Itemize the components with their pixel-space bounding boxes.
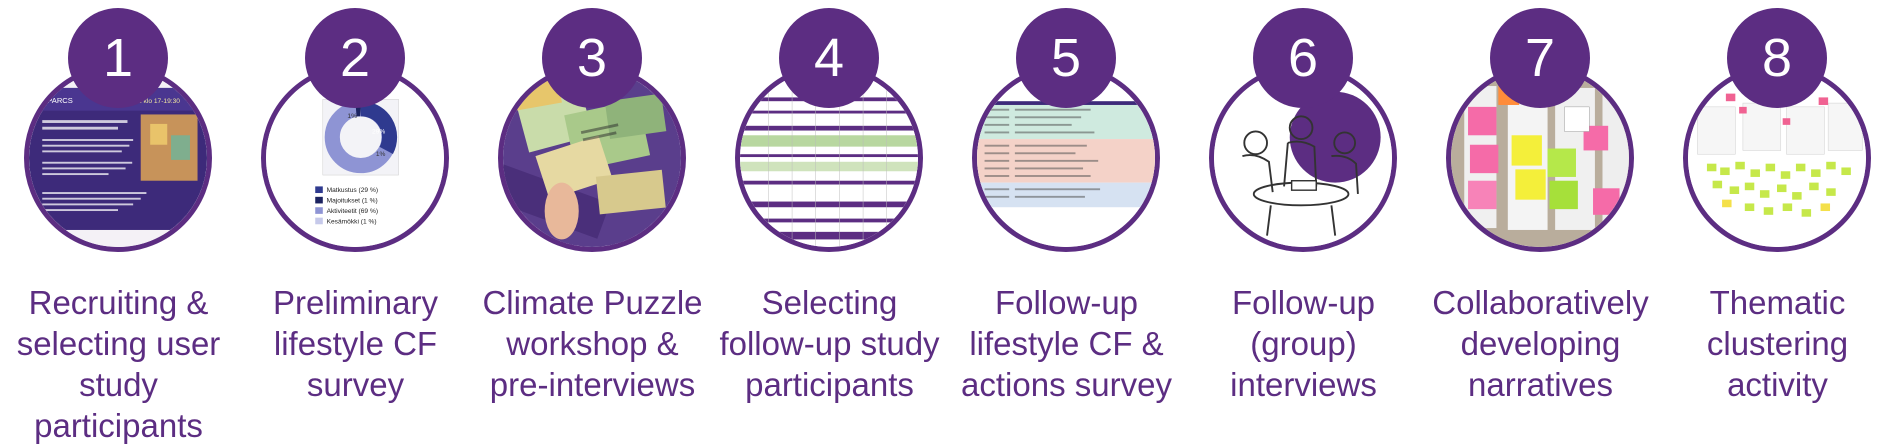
climate-puzzle-cards-image	[503, 69, 681, 247]
step-7: 7 Collaboratively developing narratives	[1422, 0, 1659, 415]
legend-item-4: Kesämökki (1 %)	[327, 218, 377, 225]
step-8-caption: Thematic clustering activity	[1706, 284, 1849, 403]
flyer-logo-text: SPARCS	[42, 96, 73, 105]
step-7-number-badge: 7	[1490, 8, 1590, 108]
step-6-number-badge: 6	[1253, 8, 1353, 108]
step-4-number-badge: 4	[779, 8, 879, 108]
group-interview-illustration	[1214, 69, 1392, 247]
step-3: 3 Climate Puzzle workshop & pre-intervie…	[474, 0, 711, 415]
legend-item-2: Majoitukset (1 %)	[327, 198, 378, 205]
legend-item-3: Aktiviteetit (69 %)	[327, 208, 378, 215]
step-8: 8 Thematic clustering activity	[1659, 0, 1896, 415]
legend-item-1: Matkustus (29 %)	[327, 187, 378, 194]
survey-results-table-image	[977, 69, 1155, 247]
step-1: SPARCS 5.10.2021 klo 17-19:30 1 Recruiti…	[0, 0, 237, 444]
step-4-caption: Selecting follow-up study participants	[719, 284, 940, 403]
step-6-caption: Follow-up (group) interviews	[1230, 284, 1377, 403]
step-1-caption: Recruiting & selecting user study partic…	[16, 284, 221, 444]
step-2-number-badge: 2	[305, 8, 405, 108]
step-5-caption: Follow-up lifestyle CF & actions survey	[961, 284, 1172, 403]
step-7-caption: Collaboratively developing narratives	[1432, 284, 1649, 403]
step-4: 4 Selecting follow-up study participants	[711, 0, 948, 415]
donut-label-a: 1%	[347, 113, 357, 120]
step-1-number-badge: 1	[68, 8, 168, 108]
step-2-caption: Preliminary lifestyle CF survey	[272, 284, 439, 403]
flyer-date-text: 5.10.2021 klo 17-19:30	[112, 98, 180, 105]
step-3-caption: Climate Puzzle workshop & pre-interviews	[482, 284, 703, 403]
step-5: 5 Follow-up lifestyle CF & actions surve…	[948, 0, 1185, 415]
step-3-number-badge: 3	[542, 8, 642, 108]
step-5-number-badge: 5	[1016, 8, 1116, 108]
step-8-number-badge: 8	[1727, 8, 1827, 108]
step-6-image	[1209, 64, 1397, 252]
step-6: 6 Follow-up (group) interviews	[1185, 0, 1422, 415]
step-2: 1% 29% 1% Matkustus (29 %) Majoitukset (…	[237, 0, 474, 415]
donut-label-b: 29%	[372, 128, 385, 135]
donut-label-c: 1%	[376, 151, 386, 158]
